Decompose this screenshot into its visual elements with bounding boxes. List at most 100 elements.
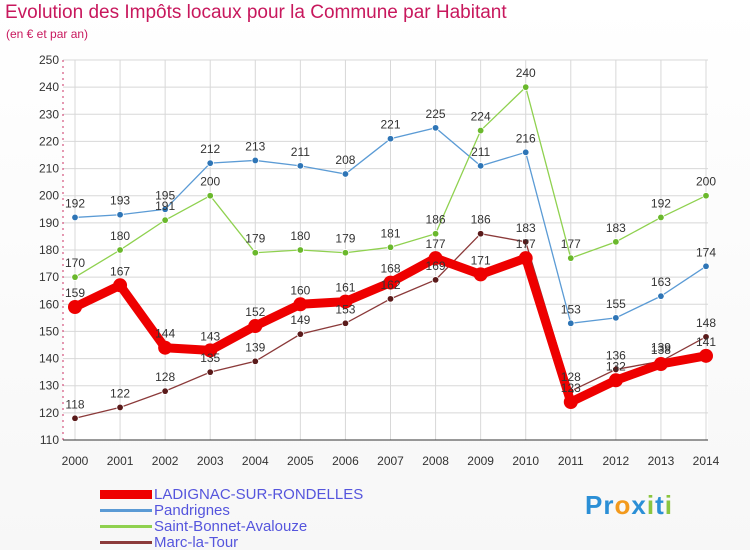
series-point-0 — [248, 319, 263, 333]
logo-letter: P — [585, 490, 604, 520]
series-point-2 — [251, 249, 259, 257]
data-label-1: 212 — [200, 142, 220, 156]
legend-swatch-saint-bonnet — [100, 524, 152, 528]
data-label-1: 153 — [561, 302, 581, 316]
x-tick-label: 2003 — [197, 454, 224, 468]
series-point-0 — [203, 343, 218, 358]
y-tick-label: 140 — [39, 352, 59, 366]
data-label-0: 168 — [380, 262, 400, 276]
data-label-0: 132 — [606, 359, 626, 373]
legend-label-marc-la-tour: Marc-la-Tour — [154, 533, 239, 551]
data-label-0: 177 — [516, 237, 536, 251]
x-tick-label: 2007 — [377, 454, 404, 468]
data-label-2: 181 — [380, 226, 400, 240]
x-tick-label: 2001 — [107, 454, 134, 468]
series-point-2 — [476, 126, 485, 135]
data-label-1: 174 — [696, 245, 716, 259]
data-label-0: 141 — [696, 335, 716, 349]
series-point-1 — [431, 124, 440, 132]
data-label-2: 183 — [606, 221, 626, 235]
data-label-1: 211 — [471, 145, 490, 159]
data-label-1: 163 — [651, 275, 671, 289]
data-label-3: 135 — [200, 351, 220, 365]
series-point-2 — [386, 243, 395, 251]
legend-item-pandrignes: Pandrignes — [100, 502, 363, 518]
series-point-1 — [476, 162, 485, 170]
series-point-1 — [567, 319, 575, 327]
proxiti-logo: Proxiti — [585, 490, 673, 521]
data-label-0: 160 — [290, 283, 310, 297]
data-label-2: 200 — [200, 175, 220, 189]
series-point-2 — [657, 213, 665, 222]
x-tick-label: 2011 — [558, 454, 584, 468]
data-label-3: 136 — [606, 348, 626, 362]
series-point-1 — [71, 213, 79, 222]
data-label-2: 180 — [290, 229, 310, 243]
y-tick-label: 180 — [39, 243, 59, 257]
series-point-3 — [431, 276, 440, 284]
series-point-3 — [386, 295, 395, 303]
x-tick-label: 2006 — [332, 454, 359, 468]
series-point-0 — [473, 267, 488, 282]
data-label-0: 161 — [335, 281, 355, 295]
data-label-3: 162 — [380, 278, 400, 292]
x-tick-label: 2010 — [512, 454, 539, 468]
series-point-0 — [563, 395, 578, 409]
y-tick-label: 250 — [39, 53, 59, 67]
series-point-2 — [341, 249, 350, 257]
data-label-3: 153 — [335, 302, 355, 316]
series-point-0 — [293, 297, 308, 312]
data-label-3: 183 — [516, 221, 536, 235]
y-tick-label: 160 — [39, 297, 59, 311]
series-point-0 — [338, 294, 353, 309]
series-point-3 — [206, 368, 214, 376]
legend-label-pandrignes: Pandrignes — [154, 501, 230, 519]
series-point-3 — [476, 230, 485, 238]
series-point-2 — [431, 230, 440, 238]
y-tick-label: 150 — [39, 324, 59, 338]
x-tick-label: 2004 — [242, 454, 269, 468]
series-point-1 — [251, 156, 259, 165]
x-tick-label: 2014 — [693, 454, 720, 468]
legend-item-saint-bonnet: Saint-Bonnet-Avalouze — [100, 518, 363, 534]
y-tick-label: 200 — [39, 189, 59, 203]
series-point-0 — [518, 251, 533, 266]
legend-item-marc-la-tour: Marc-la-Tour — [100, 534, 363, 550]
data-label-1: 155 — [606, 297, 626, 311]
series-point-1 — [522, 148, 530, 156]
legend-swatch-pandrignes — [100, 508, 152, 512]
data-label-1: 208 — [335, 153, 355, 167]
data-label-2: 200 — [696, 175, 716, 189]
data-label-2: 179 — [245, 232, 265, 246]
y-tick-label: 210 — [39, 162, 59, 176]
series-point-2 — [161, 216, 169, 224]
series-point-1 — [116, 211, 124, 219]
series-point-3 — [161, 387, 169, 395]
data-label-0: 167 — [110, 264, 130, 278]
data-label-0: 152 — [245, 305, 265, 319]
series-point-1 — [612, 314, 620, 322]
legend-swatch-marc-la-tour — [100, 540, 152, 544]
logo-letter: o — [614, 490, 632, 520]
series-point-2 — [206, 192, 214, 200]
series-point-2 — [612, 238, 620, 246]
data-label-0: 123 — [561, 381, 581, 395]
series-point-1 — [341, 170, 350, 178]
data-label-1: 195 — [155, 188, 175, 202]
data-label-3: 149 — [290, 313, 310, 327]
data-label-1: 192 — [65, 196, 85, 210]
data-label-0: 144 — [155, 327, 175, 341]
data-label-2: 179 — [335, 232, 355, 246]
logo-letter: t — [655, 490, 665, 520]
data-label-2: 170 — [65, 256, 85, 270]
x-tick-label: 2008 — [422, 454, 449, 468]
legend-label-saint-bonnet: Saint-Bonnet-Avalouze — [154, 517, 308, 535]
legend-item-ladignac: LADIGNAC-SUR-RONDELLES — [100, 486, 363, 502]
data-label-0: 177 — [426, 237, 446, 251]
data-label-0: 171 — [471, 253, 491, 267]
y-tick-label: 240 — [39, 80, 59, 94]
chart-subtitle: (en € et par an) — [6, 27, 89, 41]
data-label-3: 128 — [155, 370, 175, 384]
data-label-3: 139 — [245, 340, 265, 354]
